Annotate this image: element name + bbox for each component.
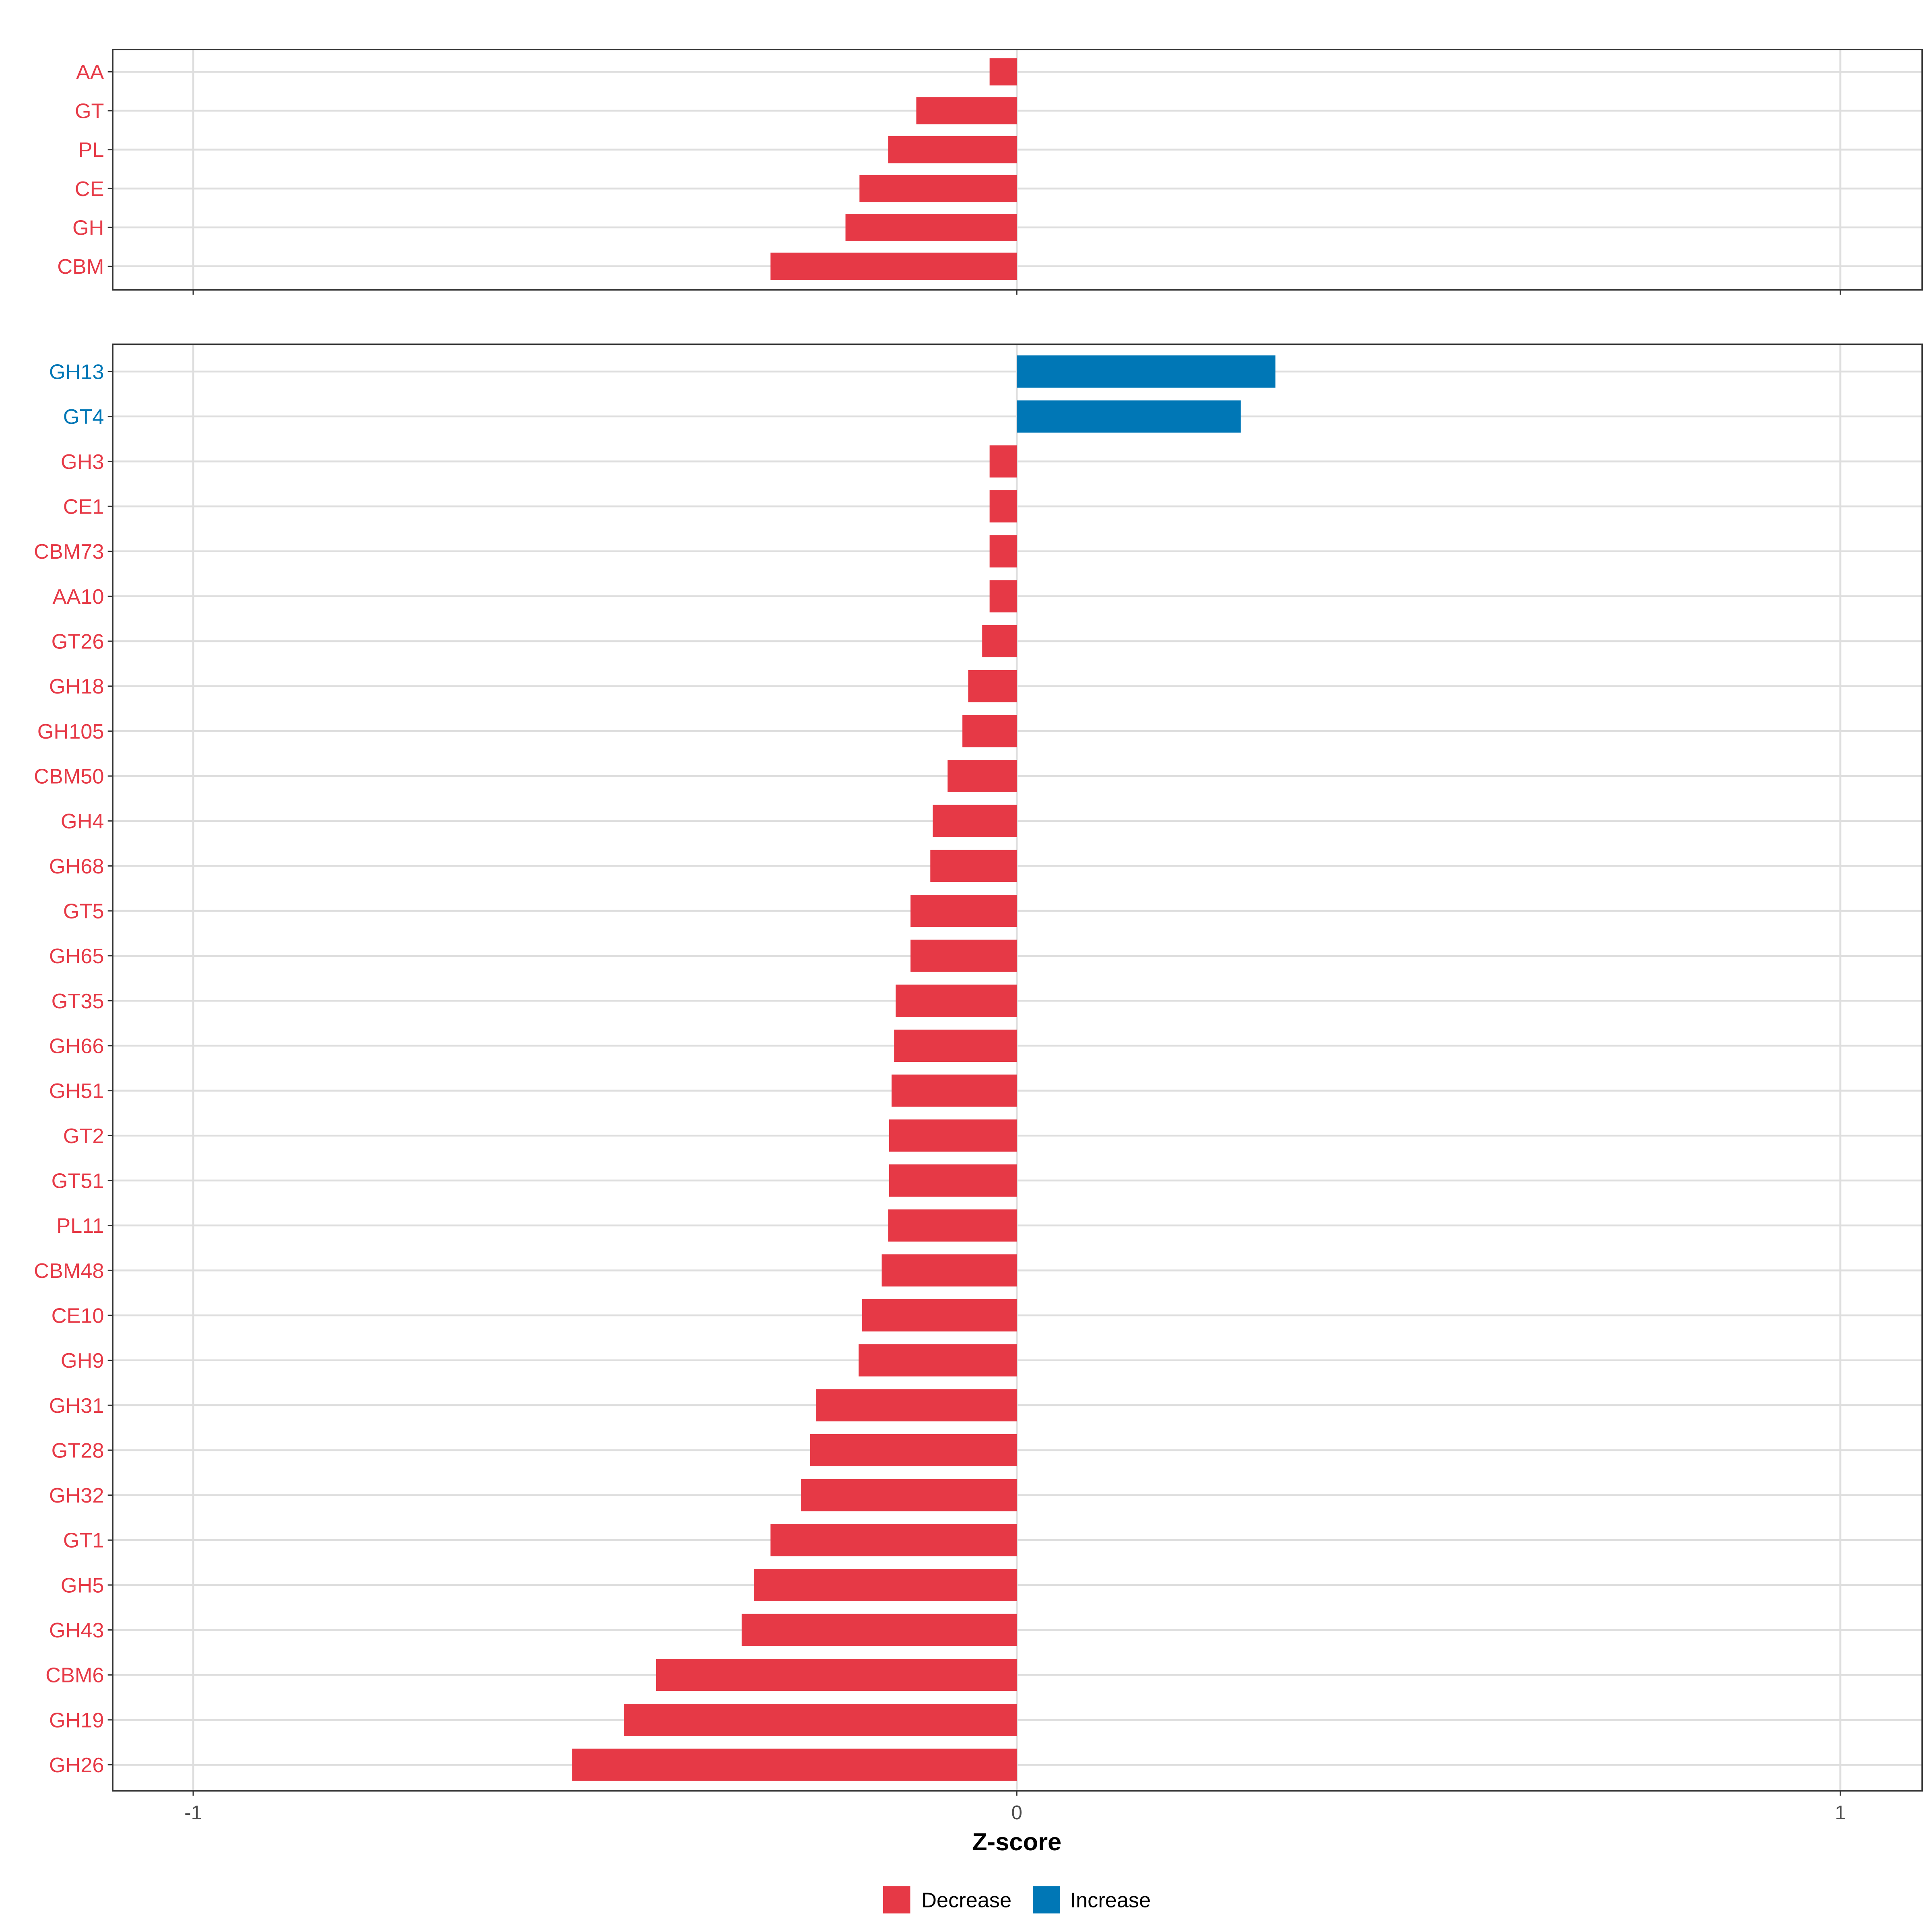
y-tick-label: GT1: [63, 1529, 104, 1552]
bar-GH19: [624, 1703, 1017, 1736]
y-tick-label: CBM48: [34, 1259, 104, 1283]
bar-GH105: [962, 715, 1017, 747]
y-tick-label: GH4: [61, 810, 104, 833]
y-tick-label: GT5: [63, 900, 104, 923]
y-tick-label: GH19: [49, 1709, 104, 1732]
bar-GT35: [896, 985, 1017, 1017]
y-tick-label: PL11: [56, 1214, 104, 1238]
y-tick-label: GH65: [49, 945, 104, 968]
y-tick-label: GT51: [52, 1169, 104, 1193]
y-tick-label: PL: [78, 138, 104, 162]
y-tick-label: CE10: [52, 1304, 104, 1327]
bar-CBM6: [656, 1659, 1017, 1691]
y-tick-label: GH18: [49, 675, 104, 698]
bar-CBM48: [881, 1254, 1017, 1287]
y-tick-label: GH26: [49, 1754, 104, 1777]
y-tick-label: CBM73: [34, 540, 104, 564]
top-panel: AA GT PL CE GH CBM: [57, 49, 1923, 295]
bar-GT: [916, 97, 1017, 124]
bar-AA: [989, 58, 1017, 86]
y-tick-label: GT26: [52, 630, 104, 654]
y-tick-label: GT4: [63, 405, 104, 429]
y-tick-label: GT: [75, 100, 104, 123]
y-tick-label: GH68: [49, 855, 104, 878]
bar-CE10: [862, 1299, 1017, 1331]
bar-GT26: [982, 625, 1017, 658]
y-tick-label: GH43: [49, 1619, 104, 1642]
y-tick-label: CBM6: [45, 1664, 104, 1687]
y-tick-label: GH105: [37, 720, 104, 743]
y-tick-label: CE1: [63, 495, 104, 519]
bar-GH31: [815, 1389, 1017, 1422]
y-tick-label: CE: [75, 178, 104, 201]
bar-GH3: [989, 445, 1017, 478]
y-tick-label: GH13: [49, 361, 104, 384]
legend-swatch-increase: [1033, 1886, 1060, 1913]
bar-GH26: [572, 1748, 1017, 1781]
y-tick-label: CBM: [57, 255, 104, 279]
bar-GT4: [1017, 400, 1241, 433]
legend-label-decrease: Decrease: [921, 1889, 1011, 1912]
bar-GT2: [889, 1119, 1017, 1152]
bar-GH13: [1017, 355, 1276, 388]
bar-GH32: [801, 1479, 1017, 1511]
bar-GH68: [930, 850, 1017, 882]
y-tick-label: GT2: [63, 1125, 104, 1148]
y-tick-label: GH66: [49, 1034, 104, 1058]
bar-GT28: [810, 1434, 1017, 1466]
x-tick-label: 1: [1835, 1802, 1846, 1824]
bar-GH5: [754, 1569, 1017, 1601]
y-tick-label: CBM50: [34, 765, 104, 788]
bar-CBM73: [989, 535, 1017, 568]
y-tick-label: GH: [72, 216, 104, 239]
legend: Decrease Increase: [883, 1886, 1151, 1913]
bar-GH4: [933, 805, 1017, 837]
bar-GH9: [859, 1344, 1017, 1377]
bar-GH51: [892, 1074, 1017, 1107]
bottom-panel: GH13 GT4 GH3 CE1 CBM73 AA10 GT26 GH18 GH105 CBM50…: [34, 343, 1923, 1796]
bar-GH66: [894, 1030, 1017, 1062]
bar-CE1: [989, 490, 1017, 523]
bar-PL: [888, 136, 1017, 163]
y-tick-label: GH5: [61, 1574, 104, 1597]
bar-GH43: [741, 1614, 1017, 1646]
y-tick-label: GT28: [52, 1439, 104, 1462]
y-tick-label: AA: [76, 61, 104, 84]
y-tick-label: GH9: [61, 1349, 104, 1373]
x-axis-title: Z-score: [972, 1828, 1061, 1856]
bar-GT51: [889, 1164, 1017, 1197]
y-tick-label: GH32: [49, 1484, 104, 1507]
bar-CBM: [770, 252, 1017, 280]
bar-GT1: [770, 1524, 1017, 1556]
x-tick-label: 0: [1011, 1802, 1022, 1824]
y-tick-label: GH51: [49, 1080, 104, 1103]
bar-CE: [859, 175, 1017, 202]
bar-CBM50: [947, 760, 1017, 793]
bar-GH18: [968, 670, 1017, 702]
y-tick-label: GH31: [49, 1394, 104, 1418]
legend-swatch-decrease: [883, 1886, 910, 1913]
bar-GT5: [910, 895, 1017, 927]
legend-label-increase: Increase: [1070, 1889, 1151, 1912]
bar-PL11: [888, 1209, 1017, 1242]
y-tick-label: AA10: [53, 585, 104, 609]
y-tick-label: GT35: [52, 990, 104, 1013]
bar-GH: [845, 214, 1017, 241]
x-tick-label: -1: [184, 1802, 202, 1824]
y-tick-label: GH3: [61, 450, 104, 474]
bar-AA10: [989, 580, 1017, 613]
bar-GH65: [910, 939, 1017, 972]
